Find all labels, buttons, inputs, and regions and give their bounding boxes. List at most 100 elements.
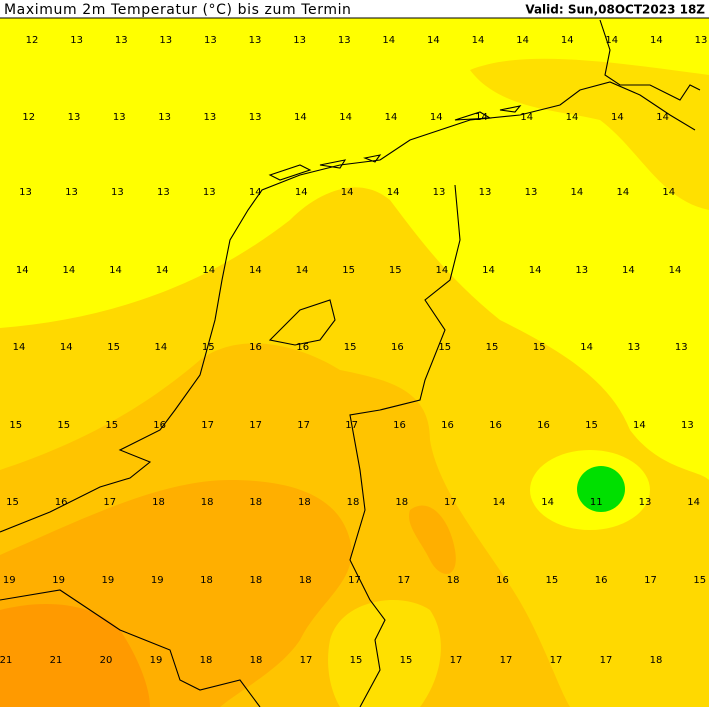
temperature-value: 19 <box>150 655 163 666</box>
temperature-value: 14 <box>294 112 307 123</box>
temperature-value: 14 <box>202 265 215 276</box>
temperature-value: 13 <box>695 35 708 46</box>
temperature-value: 18 <box>395 497 408 508</box>
temperature-value: 18 <box>298 497 311 508</box>
temperature-value: 13 <box>19 187 32 198</box>
temperature-value: 17 <box>500 655 513 666</box>
temperature-value: 14 <box>687 497 700 508</box>
temperature-value: 13 <box>575 265 588 276</box>
hottest-zone <box>0 604 150 707</box>
temperature-value: 14 <box>109 265 122 276</box>
temperature-value: 17 <box>103 497 116 508</box>
hot-zone <box>409 505 456 574</box>
temperature-value: 13 <box>525 187 538 198</box>
temperature-value: 14 <box>516 35 529 46</box>
warm-zone <box>470 58 709 210</box>
temperature-value: 16 <box>496 575 509 586</box>
temperature-value: 13 <box>68 112 81 123</box>
temperature-value: 15 <box>202 342 215 353</box>
temperature-value: 16 <box>441 420 454 431</box>
temperature-value: 14 <box>156 265 169 276</box>
temperature-value: 17 <box>201 420 214 431</box>
temperature-value: 13 <box>675 342 688 353</box>
temperature-value: 21 <box>0 655 12 666</box>
temperature-value: 18 <box>299 575 312 586</box>
temperature-value: 14 <box>669 265 682 276</box>
temperature-value: 16 <box>296 342 309 353</box>
temperature-value: 13 <box>70 35 83 46</box>
temperature-value: 13 <box>113 112 126 123</box>
temperature-value: 16 <box>153 420 166 431</box>
temperature-value: 13 <box>159 35 172 46</box>
temperature-value: 14 <box>249 187 262 198</box>
temperature-value: 14 <box>616 187 629 198</box>
temperature-value: 14 <box>382 35 395 46</box>
temperature-value: 17 <box>600 655 613 666</box>
temperature-value: 17 <box>300 655 313 666</box>
temperature-value: 14 <box>472 35 485 46</box>
temperature-value: 12 <box>22 112 35 123</box>
border <box>0 589 261 707</box>
temperature-value: 15 <box>342 265 355 276</box>
temperature-value: 12 <box>26 35 39 46</box>
temperature-value: 14 <box>427 35 440 46</box>
temperature-value: 14 <box>541 497 554 508</box>
temperature-value: 13 <box>65 187 78 198</box>
temperature-value: 15 <box>105 420 118 431</box>
temperature-value: 14 <box>296 265 309 276</box>
temperature-value: 14 <box>520 112 533 123</box>
temperature-value: 14 <box>475 112 488 123</box>
temperature-value: 14 <box>561 35 574 46</box>
temperature-value: 14 <box>60 342 73 353</box>
temperature-value: 14 <box>249 265 262 276</box>
temperature-value: 18 <box>650 655 663 666</box>
temperature-value: 18 <box>447 575 460 586</box>
temperature-value: 17 <box>444 497 457 508</box>
temperature-value: 21 <box>50 655 63 666</box>
temperature-value: 18 <box>250 655 263 666</box>
lake <box>268 299 336 346</box>
header-bar <box>0 0 709 18</box>
temperature-value: 13 <box>203 112 216 123</box>
temperature-value: 13 <box>479 187 492 198</box>
temperature-value: 14 <box>650 35 663 46</box>
temperature-value: 18 <box>250 575 263 586</box>
coastline <box>599 19 701 101</box>
temperature-value: 13 <box>203 187 216 198</box>
temperature-value: 19 <box>102 575 115 586</box>
temperature-value: 13 <box>681 420 694 431</box>
temperature-value: 19 <box>3 575 16 586</box>
temperature-value: 14 <box>482 265 495 276</box>
border <box>349 184 461 707</box>
temperature-value: 14 <box>63 265 76 276</box>
temperature-value: 15 <box>400 655 413 666</box>
temperature-value: 14 <box>662 187 675 198</box>
temperature-value: 13 <box>157 187 170 198</box>
temperature-value: 14 <box>436 265 449 276</box>
temperature-value: 13 <box>115 35 128 46</box>
temperature-value: 15 <box>533 342 546 353</box>
temperature-value: 13 <box>433 187 446 198</box>
temperature-value: 16 <box>391 342 404 353</box>
temperature-value: 14 <box>387 187 400 198</box>
temperature-value: 13 <box>293 35 306 46</box>
temperature-value: 17 <box>348 575 361 586</box>
temperature-value: 17 <box>450 655 463 666</box>
temperature-value: 15 <box>438 342 451 353</box>
temperature-value: 15 <box>585 420 598 431</box>
temperature-value: 18 <box>200 655 213 666</box>
cool-zone <box>328 600 441 707</box>
temperature-value: 14 <box>339 112 352 123</box>
temperature-value: 14 <box>566 112 579 123</box>
temperature-value: 14 <box>611 112 624 123</box>
temperature-value: 14 <box>656 112 669 123</box>
temperature-value: 20 <box>100 655 113 666</box>
temperature-value: 16 <box>393 420 406 431</box>
temperature-value: 13 <box>249 35 262 46</box>
temperature-value: 15 <box>389 265 402 276</box>
temperature-value: 16 <box>595 575 608 586</box>
temperature-value: 14 <box>493 497 506 508</box>
temperature-value: 13 <box>249 112 262 123</box>
temperature-value: 17 <box>345 420 358 431</box>
